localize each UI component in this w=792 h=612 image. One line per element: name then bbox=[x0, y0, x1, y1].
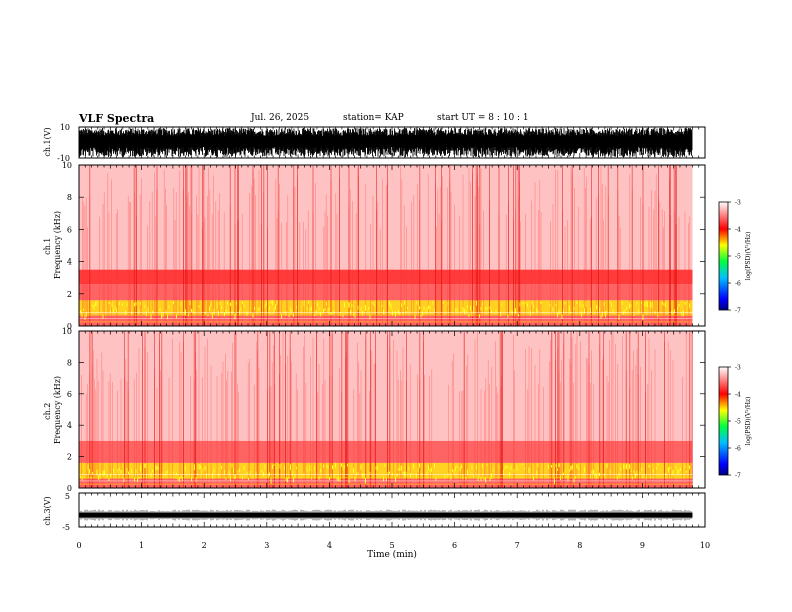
colorbar-tick-label: -3 bbox=[735, 365, 741, 372]
freq-tick-label: 0 bbox=[67, 484, 72, 493]
colorbar-tick-label: -7 bbox=[735, 473, 741, 480]
colorbar-tick-label: -6 bbox=[735, 446, 741, 453]
ch1-waveform-line bbox=[78, 128, 693, 157]
colorbar-tick-label: -3 bbox=[735, 200, 741, 207]
ch3-waveform-jitter bbox=[78, 509, 692, 521]
colorbar-1-label: log(PSD)(V²/Hz) bbox=[745, 232, 752, 281]
ch1-freq-ylabel: ch.1 Frequency (kHz) bbox=[43, 211, 62, 279]
ch2-spectrogram-panel: 10 8 6 4 2 0 ch.2 Frequency (kHz) bbox=[43, 327, 706, 493]
freq-tick-label: 8 bbox=[67, 193, 72, 202]
freq-tick-label: 4 bbox=[67, 258, 72, 267]
freq-tick-label: 10 bbox=[62, 161, 72, 170]
freq-tick-label: 0 bbox=[67, 322, 72, 331]
colorbar-2: -3 -4 -5 -6 -7 log(PSD)(V²/Hz) bbox=[718, 365, 752, 480]
spectrogram-band bbox=[79, 165, 693, 270]
x-tick-label: 0 bbox=[76, 541, 81, 550]
x-tick-label: 8 bbox=[577, 541, 582, 550]
colorbar-tick-label: -4 bbox=[735, 392, 741, 399]
spectrogram-band bbox=[79, 440, 693, 463]
x-tick-label: 1 bbox=[139, 541, 144, 550]
date-label: Jul. 26, 2025 bbox=[251, 113, 310, 123]
ch3-ylabel: ch.3(V) bbox=[43, 496, 52, 525]
ch1-spectrogram bbox=[78, 165, 693, 326]
x-tick-label: 4 bbox=[327, 541, 332, 550]
ch3-waveform-band bbox=[79, 512, 693, 518]
colorbar-tick-label: -7 bbox=[735, 308, 741, 315]
freq-tick-label: 6 bbox=[67, 390, 72, 399]
freq-tick-label: 8 bbox=[67, 358, 72, 367]
colorbar-tick-label: -5 bbox=[735, 254, 741, 261]
freq-tick-label: 2 bbox=[67, 290, 72, 299]
x-tick-label: 2 bbox=[202, 541, 207, 550]
colorbar-tick-label: -5 bbox=[735, 419, 741, 426]
spectrogram-band bbox=[79, 314, 693, 326]
ch1-ytick-bottom: -10 bbox=[57, 154, 70, 163]
start-time-label: start UT = 8 : 10 : 1 bbox=[437, 113, 529, 123]
spectrogram-band bbox=[79, 462, 693, 479]
x-tick-label: 10 bbox=[700, 541, 710, 550]
colorbar-2-label: log(PSD)(V²/Hz) bbox=[745, 397, 752, 446]
ch1-ylabel: ch.1(V) bbox=[43, 127, 52, 156]
x-axis-tick-labels: 0 1 2 3 4 5 6 7 8 9 10 bbox=[76, 541, 710, 550]
x-axis-label: Time (min) bbox=[367, 549, 417, 560]
colorbar-1: -3 -4 -5 -6 -7 log(PSD)(V²/Hz) bbox=[718, 200, 752, 315]
freq-tick-label: 10 bbox=[62, 327, 72, 336]
ch3-ytick-top: 5 bbox=[65, 492, 70, 501]
ch1-waveform-trace bbox=[78, 128, 693, 157]
x-tick-label: 5 bbox=[389, 541, 394, 550]
ch1-ytick-top: 10 bbox=[60, 123, 70, 132]
freq-tick-label: 2 bbox=[67, 453, 72, 462]
ch1-waveform-panel: 10 -10 ch.1(V) bbox=[43, 123, 706, 163]
ch3-ytick-bottom: -5 bbox=[62, 523, 70, 532]
colorbar-tick-label: -4 bbox=[735, 227, 741, 234]
ch2-spectrogram bbox=[78, 331, 693, 488]
colorbar-tick-label: -6 bbox=[735, 281, 741, 288]
freq-tick-label: 4 bbox=[67, 421, 72, 430]
ch3-waveform-panel: 5 -5 ch.3(V) bbox=[43, 492, 706, 532]
x-tick-label: 3 bbox=[264, 541, 269, 550]
x-tick-label: 7 bbox=[515, 541, 520, 550]
x-tick-label: 9 bbox=[640, 541, 645, 550]
station-label: station= KAP bbox=[343, 113, 404, 123]
spectrogram-band bbox=[79, 284, 693, 301]
ch2-freq-ylabel: ch.2 Frequency (kHz) bbox=[43, 376, 62, 444]
spectrogram-bursts bbox=[89, 165, 677, 326]
x-tick-label: 6 bbox=[452, 541, 457, 550]
freq-tick-label: 6 bbox=[67, 225, 72, 234]
chart-title: VLF Spectra bbox=[79, 112, 155, 125]
spectrogram-band bbox=[79, 478, 693, 488]
spectrogram-bursts bbox=[89, 331, 693, 488]
spectrogram-band bbox=[79, 331, 693, 441]
ch3-waveform-trace bbox=[78, 509, 693, 521]
spectrogram-band bbox=[79, 269, 693, 285]
ch1-spectrogram-panel: 10 8 6 4 2 0 ch.1 Frequency (kHz) bbox=[43, 161, 706, 331]
